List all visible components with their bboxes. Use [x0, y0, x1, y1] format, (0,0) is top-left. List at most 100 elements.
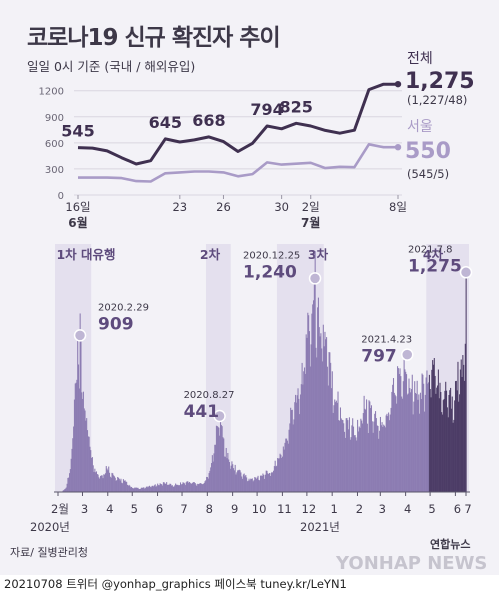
daily-bar	[255, 478, 257, 492]
daily-bar	[394, 394, 396, 492]
daily-bar	[189, 482, 191, 492]
daily-bar	[140, 488, 142, 492]
daily-bar	[422, 374, 424, 492]
daily-bar	[128, 484, 130, 492]
daily-bar	[425, 377, 427, 492]
daily-bar	[82, 398, 84, 492]
daily-bar	[205, 480, 207, 492]
daily-bar	[138, 489, 140, 492]
daily-bar	[131, 487, 133, 492]
wave-label: 4차	[423, 247, 444, 262]
daily-bar	[386, 413, 388, 492]
daily-bar	[259, 475, 262, 492]
daily-bar	[325, 339, 327, 492]
daily-bar	[215, 425, 217, 492]
daily-bar	[401, 396, 403, 492]
daily-bar	[437, 385, 439, 492]
daily-bar	[254, 477, 256, 492]
daily-bar	[388, 420, 390, 492]
daily-bar	[125, 481, 127, 492]
daily-bar	[93, 471, 95, 492]
x-tick-label: 8	[206, 502, 213, 516]
x-tick-label: 2월	[51, 502, 69, 516]
daily-bar	[71, 448, 73, 492]
daily-bar	[432, 360, 434, 492]
y-tick-label: 900	[45, 113, 64, 124]
wave-label: 1차 대유행	[56, 247, 115, 262]
daily-bar	[140, 487, 142, 492]
callout-date: 2020.8.27	[184, 390, 235, 401]
daily-bar	[175, 483, 177, 492]
daily-bar	[215, 444, 217, 492]
daily-bar	[134, 487, 136, 492]
daily-bar	[207, 478, 209, 492]
daily-bar	[281, 456, 284, 492]
daily-bar	[318, 327, 320, 492]
daily-bar	[277, 458, 279, 492]
x-tick-label: 9	[231, 502, 238, 516]
x-tick-label: 6	[454, 502, 461, 516]
daily-bar	[250, 478, 252, 492]
daily-bar	[339, 420, 341, 492]
series-end-point	[394, 143, 402, 151]
daily-bar	[321, 348, 323, 492]
daily-bar	[349, 439, 351, 492]
daily-bar	[112, 473, 114, 492]
daily-bar	[68, 477, 70, 492]
daily-bar	[302, 384, 304, 492]
daily-bar	[123, 480, 125, 492]
daily-bar	[168, 484, 170, 492]
daily-bar	[242, 478, 244, 492]
callout-value: 1,240	[243, 262, 297, 282]
daily-bar	[311, 313, 313, 492]
chart-title: 코로나19 신규 확진자 추이	[27, 25, 281, 51]
daily-bar	[273, 470, 275, 492]
daily-bar	[375, 411, 377, 492]
daily-bar	[113, 476, 115, 492]
daily-bar	[246, 477, 248, 492]
daily-bar	[348, 417, 350, 492]
daily-bar	[151, 485, 153, 492]
daily-bar	[86, 430, 89, 492]
daily-bar	[230, 465, 232, 492]
daily-bar	[223, 438, 225, 492]
daily-bar	[385, 415, 387, 492]
daily-bar	[212, 461, 214, 492]
daily-bar	[326, 337, 328, 492]
daily-bar	[304, 367, 306, 492]
daily-bar	[375, 418, 377, 492]
daily-bar	[228, 462, 231, 492]
daily-bar	[118, 478, 120, 492]
daily-bar	[392, 378, 395, 492]
daily-bar	[426, 370, 428, 492]
daily-bar	[404, 369, 406, 492]
daily-bar	[363, 395, 365, 492]
daily-bar	[350, 437, 352, 492]
daily-bar	[268, 474, 270, 492]
daily-bar	[62, 490, 64, 492]
daily-bar	[238, 469, 240, 492]
daily-bar	[380, 425, 382, 492]
daily-bar	[463, 380, 466, 492]
daily-bar	[458, 401, 460, 492]
daily-bar	[113, 475, 115, 492]
daily-bar	[242, 474, 244, 492]
daily-bar	[249, 480, 251, 492]
daily-bar	[114, 477, 116, 492]
source-note: 자료/ 질병관리청	[10, 546, 89, 559]
daily-bar	[348, 429, 350, 492]
daily-bar	[120, 478, 122, 492]
daily-bar	[129, 485, 131, 492]
daily-bar	[428, 382, 430, 492]
daily-bar	[75, 382, 77, 492]
daily-bar	[283, 449, 285, 492]
daily-bar	[429, 389, 431, 492]
x-tick-label: 7	[180, 502, 187, 516]
daily-bar	[295, 394, 297, 492]
data-label: 545	[61, 122, 94, 141]
daily-bar	[240, 472, 242, 492]
daily-bar	[362, 413, 364, 492]
daily-bar	[335, 400, 337, 492]
daily-bar	[135, 487, 137, 492]
